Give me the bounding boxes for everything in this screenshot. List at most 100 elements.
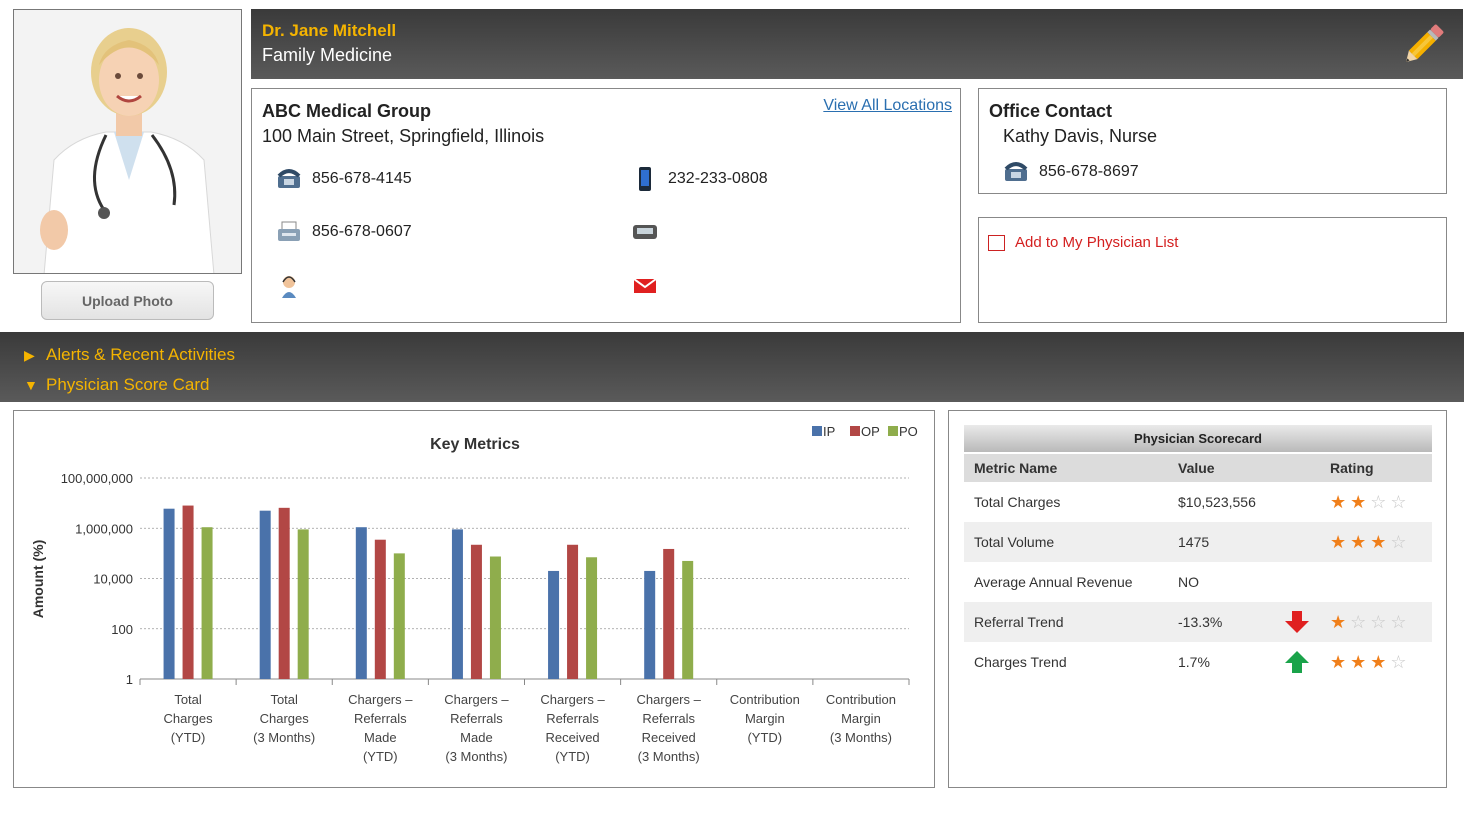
scorecard-row: Referral Trend -13.3% ★ ☆ ☆ ☆ [964, 602, 1432, 642]
email [632, 273, 668, 299]
add-to-list-checkbox[interactable] [988, 234, 1005, 251]
star-rating: ★ ☆ ☆ ☆ [1330, 602, 1411, 642]
trend-down-arrow-icon [1285, 602, 1309, 642]
x-category-label: Referrals [354, 711, 407, 726]
view-all-locations-link[interactable]: View All Locations [823, 97, 952, 114]
star-empty-icon: ☆ [1370, 492, 1387, 512]
office-contact-name: Kathy Davis, Nurse [1003, 126, 1158, 146]
y-tick-label: 100 [111, 622, 133, 637]
fax-icon [276, 219, 302, 245]
fax-number: 856-678-0607 [312, 223, 412, 240]
bar-po [297, 529, 309, 679]
physician-scorecard-panel: Physician Scorecard Metric Name Value Ra… [948, 410, 1447, 788]
x-category-label: Chargers – [348, 692, 413, 707]
scorecard-header-row: Metric Name Value Rating [964, 454, 1432, 482]
header-rating: Rating [1330, 460, 1374, 476]
x-category-label: Total [174, 692, 202, 707]
x-category-label: Chargers – [444, 692, 509, 707]
office-phone: 856-678-4145 [276, 166, 412, 192]
key-metrics-chart-panel: Key Metrics Amount (%) 1 100 10,000 1,000,000… [13, 410, 935, 788]
bar-op [567, 544, 579, 679]
metric-name: Average Annual Revenue [974, 574, 1133, 590]
bar-ip [259, 510, 271, 679]
metric-value: $10,523,556 [1178, 494, 1256, 510]
bar-ip [355, 527, 367, 679]
star-filled-icon: ★ [1330, 532, 1347, 552]
desk-phone-icon [1003, 159, 1029, 185]
bar-op [663, 548, 675, 679]
pager-icon [632, 219, 658, 245]
office-contact-phone: 856-678-8697 [1003, 159, 1139, 185]
star-empty-icon: ☆ [1370, 612, 1387, 632]
metric-value: -13.3% [1178, 614, 1223, 630]
triangle-down-icon: ▼ [24, 377, 38, 393]
x-category-label: Referrals [642, 711, 695, 726]
scorecard-row: Charges Trend 1.7% ★ ★ ★ ☆ [964, 642, 1432, 682]
star-empty-icon: ☆ [1390, 532, 1407, 552]
y-tick-label: 100,000,000 [61, 471, 133, 486]
x-category-label: Margin [745, 711, 785, 726]
bar-po [489, 556, 501, 679]
bar-op [374, 539, 386, 679]
mobile-phone: 232-233-0808 [632, 166, 768, 192]
doctor-portrait-image [14, 10, 241, 273]
y-tick-label: 1 [126, 672, 133, 687]
star-empty-icon: ☆ [1350, 612, 1367, 632]
location-panel: ABC Medical Group 100 Main Street, Sprin… [251, 88, 961, 323]
office-contact-panel: Office Contact Kathy Davis, Nurse 856-67… [978, 88, 1447, 194]
bar-ip [163, 508, 175, 679]
metric-name: Total Volume [974, 534, 1055, 550]
upload-photo-button[interactable]: Upload Photo [41, 281, 214, 320]
section-scorecard-toggle[interactable]: ▼ Physician Score Card [24, 370, 1440, 400]
email-envelope-icon[interactable] [632, 273, 658, 299]
location-address: 100 Main Street, Springfield, Illinois [262, 126, 545, 146]
bar-po [586, 557, 598, 679]
office-phone-number: 856-678-4145 [312, 170, 412, 187]
x-category-label: (YTD) [363, 749, 398, 764]
add-to-physician-list[interactable]: Add to My Physician List [988, 234, 1178, 251]
star-filled-icon: ★ [1330, 492, 1347, 512]
star-empty-icon: ☆ [1390, 612, 1407, 632]
mobile-phone-number: 232-233-0808 [668, 170, 768, 187]
bar-po [393, 553, 405, 679]
bar-op [182, 505, 194, 679]
office-contact-title: Office Contact [989, 101, 1113, 121]
scorecard-row: Total Volume 1475 ★ ★ ★ ☆ [964, 522, 1432, 562]
scorecard-row: Average Annual Revenue NO [964, 562, 1432, 602]
x-category-label: Total [270, 692, 298, 707]
star-rating: ★ ★ ☆ ☆ [1330, 482, 1411, 522]
metric-name: Referral Trend [974, 614, 1064, 630]
key-metrics-chart: Key Metrics Amount (%) 1 100 10,000 1,000,000… [30, 424, 918, 764]
legend-swatch-op [850, 426, 860, 436]
star-rating: ★ ★ ★ ☆ [1330, 642, 1411, 682]
legend-label-ip: IP [823, 424, 835, 439]
x-category-label: (3 Months) [253, 730, 315, 745]
scorecard-title: Physician Scorecard [964, 425, 1432, 452]
star-filled-icon: ★ [1330, 652, 1347, 672]
bar-ip [548, 570, 560, 679]
x-category-label: Charges [163, 711, 213, 726]
add-to-list-panel: Add to My Physician List [978, 217, 1447, 323]
bar-ip [644, 570, 656, 679]
physician-header: Dr. Jane Mitchell Family Medicine [251, 9, 1463, 79]
x-category-label: (3 Months) [830, 730, 892, 745]
header-metric-name: Metric Name [974, 460, 1058, 476]
section-alerts-toggle[interactable]: ▶ Alerts & Recent Activities [24, 340, 1440, 370]
y-tick-label: 1,000,000 [75, 521, 133, 536]
x-category-label: Contribution [730, 692, 800, 707]
scorecard-row: Total Charges $10,523,556 ★ ★ ☆ ☆ [964, 482, 1432, 522]
chart-title: Key Metrics [430, 436, 520, 453]
assistant-headset-icon [276, 273, 302, 299]
star-empty-icon: ☆ [1390, 652, 1407, 672]
legend-swatch-po [888, 426, 898, 436]
x-category-label: Made [364, 730, 397, 745]
section-bar: ▶ Alerts & Recent Activities ▼ Physician… [0, 332, 1464, 402]
x-category-label: Received [642, 730, 696, 745]
section-alerts-label: Alerts & Recent Activities [46, 345, 235, 364]
pencil-edit-icon[interactable] [1397, 19, 1449, 71]
bar-ip [451, 529, 463, 679]
x-category-label: (YTD) [171, 730, 206, 745]
add-to-list-label[interactable]: Add to My Physician List [1015, 234, 1179, 251]
x-category-label: Received [545, 730, 599, 745]
medical-group-name: ABC Medical Group [262, 101, 432, 121]
